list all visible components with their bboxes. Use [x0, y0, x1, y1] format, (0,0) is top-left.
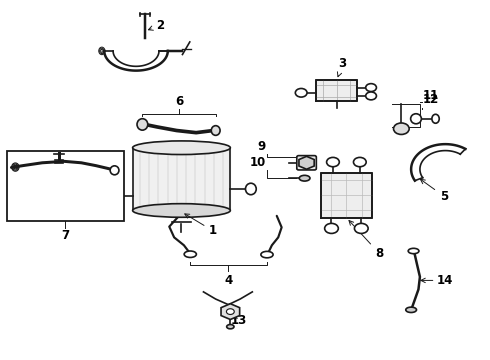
Ellipse shape	[406, 307, 416, 312]
Circle shape	[393, 123, 409, 134]
Bar	[316, 80, 357, 101]
Ellipse shape	[411, 114, 421, 124]
Ellipse shape	[110, 166, 119, 175]
Text: 2: 2	[148, 19, 165, 32]
Text: 6: 6	[175, 95, 183, 108]
Circle shape	[354, 224, 368, 233]
Text: 3: 3	[338, 57, 347, 77]
Text: 1: 1	[185, 214, 217, 238]
Circle shape	[327, 157, 339, 167]
Ellipse shape	[408, 248, 419, 254]
Ellipse shape	[184, 251, 196, 257]
Text: 13: 13	[231, 314, 247, 327]
Circle shape	[295, 89, 307, 97]
Text: 10: 10	[249, 156, 266, 169]
Polygon shape	[133, 148, 230, 211]
FancyBboxPatch shape	[297, 156, 317, 170]
Circle shape	[353, 157, 366, 167]
Ellipse shape	[211, 126, 220, 135]
Ellipse shape	[113, 190, 123, 202]
Ellipse shape	[227, 324, 234, 329]
Text: 14: 14	[437, 274, 453, 287]
Text: 11: 11	[422, 89, 439, 102]
Text: 4: 4	[224, 274, 233, 287]
Ellipse shape	[299, 175, 310, 181]
Ellipse shape	[245, 183, 256, 195]
Text: 8: 8	[349, 221, 384, 260]
Bar	[321, 173, 372, 218]
Circle shape	[226, 309, 234, 315]
Circle shape	[325, 224, 338, 233]
Text: 5: 5	[420, 179, 448, 203]
Ellipse shape	[133, 204, 230, 217]
Text: 12: 12	[422, 94, 439, 107]
Text: 9: 9	[257, 140, 266, 153]
Bar	[6, 151, 124, 221]
Ellipse shape	[137, 119, 148, 130]
Ellipse shape	[133, 141, 230, 154]
Circle shape	[366, 92, 376, 100]
Ellipse shape	[432, 114, 439, 123]
Text: 7: 7	[61, 229, 69, 242]
Ellipse shape	[261, 251, 273, 258]
Circle shape	[366, 84, 376, 91]
